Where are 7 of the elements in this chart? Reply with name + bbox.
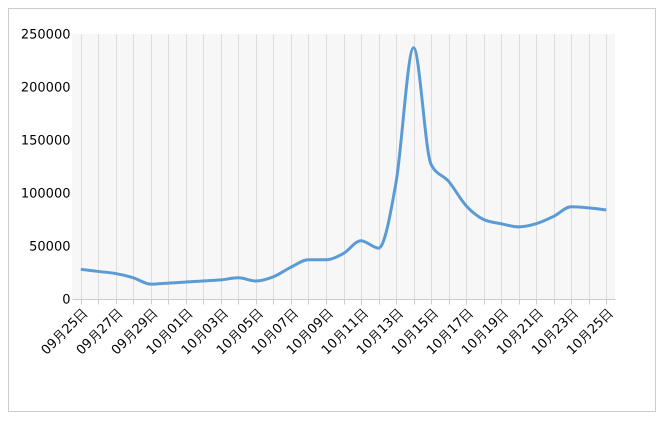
y-tick-label: 200000 [20,80,70,96]
y-tick-label: 150000 [20,134,70,148]
y-tick-label: 250000 [20,28,70,42]
line-series [79,46,608,286]
y-tick-label: 50000 [29,240,70,254]
y-tick-label: 100000 [20,186,70,202]
y-tick-label: 0 [62,292,70,308]
